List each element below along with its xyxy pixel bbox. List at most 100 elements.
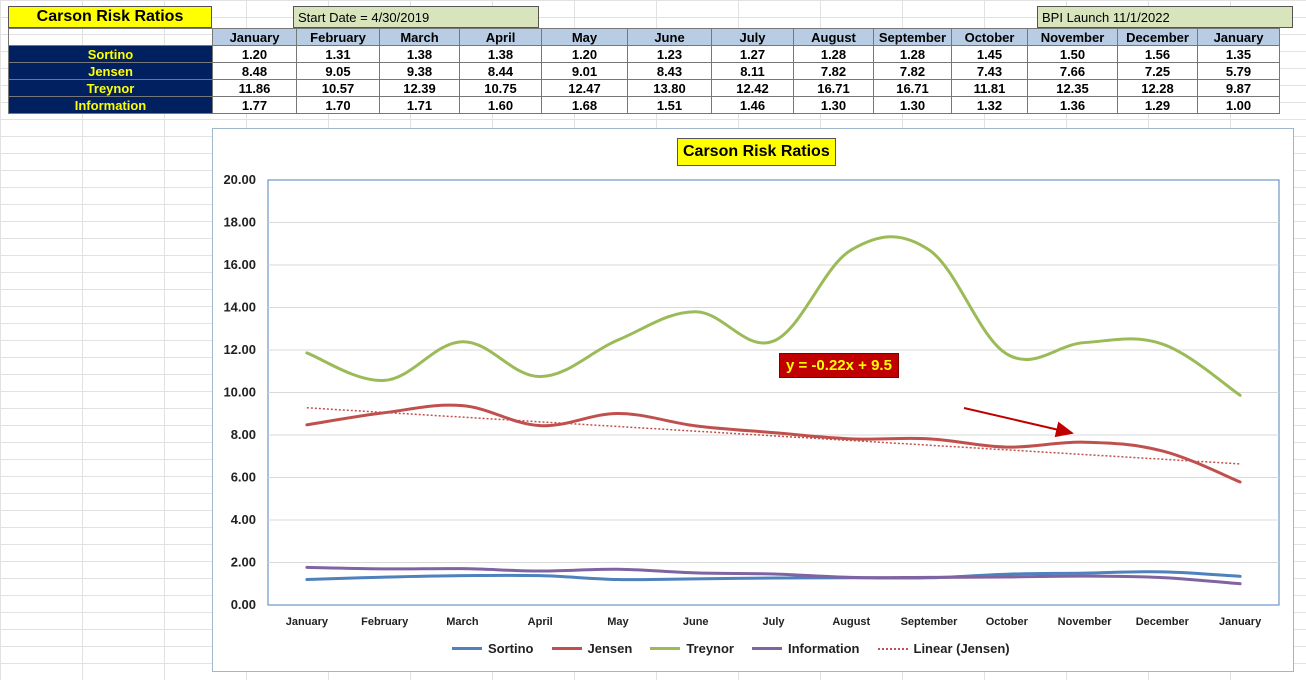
- value-cell[interactable]: 12.39: [379, 79, 460, 97]
- x-tick-label: May: [607, 616, 629, 628]
- value-cell[interactable]: 1.35: [1197, 45, 1280, 63]
- month-header[interactable]: December: [1117, 28, 1198, 46]
- value-cell[interactable]: 10.57: [296, 79, 380, 97]
- month-header[interactable]: February: [296, 28, 380, 46]
- table-row: Jensen 8.48 9.05 9.38 8.44 9.01 8.43 8.11 7.82 7.…: [8, 62, 1280, 80]
- sheet-title[interactable]: Carson Risk Ratios: [8, 6, 212, 28]
- y-tick-label: 0.00: [231, 597, 256, 612]
- series-line-information: [305, 565, 1242, 586]
- value-cell[interactable]: 11.86: [212, 79, 297, 97]
- series-line-jensen: [305, 403, 1242, 484]
- x-tick-label: August: [832, 616, 870, 628]
- value-cell[interactable]: 12.42: [711, 79, 794, 97]
- annotation-arrow: [963, 407, 1074, 438]
- legend-swatch: [877, 647, 908, 650]
- y-tick-label: 20.00: [223, 172, 256, 187]
- ratios-table: January February March April May June July Augu…: [8, 28, 1280, 114]
- value-cell[interactable]: 12.35: [1027, 79, 1118, 97]
- month-header[interactable]: April: [459, 28, 542, 46]
- value-cell[interactable]: 8.11: [711, 62, 794, 80]
- x-tick-label: February: [361, 616, 409, 628]
- legend-label: Sortino: [488, 641, 534, 656]
- legend-swatch: [650, 647, 681, 650]
- month-header[interactable]: October: [951, 28, 1028, 46]
- value-cell[interactable]: 1.30: [793, 96, 874, 114]
- series-line-treynor: [305, 235, 1242, 397]
- value-cell[interactable]: 16.71: [873, 79, 952, 97]
- value-cell[interactable]: 1.60: [459, 96, 542, 114]
- trendline-equation: y = -0.22x + 9.5: [779, 353, 899, 378]
- y-tick-label: 10.00: [223, 385, 256, 400]
- value-cell[interactable]: 1.51: [627, 96, 712, 114]
- legend-swatch: [452, 647, 482, 650]
- legend-item[interactable]: Treynor: [650, 641, 734, 656]
- value-cell[interactable]: 9.05: [296, 62, 380, 80]
- month-header[interactable]: March: [379, 28, 460, 46]
- x-tick-label: January: [286, 616, 329, 628]
- value-cell[interactable]: 1.70: [296, 96, 380, 114]
- legend-label: Linear (Jensen): [913, 641, 1010, 656]
- legend-item[interactable]: Information: [752, 641, 860, 656]
- value-cell[interactable]: 1.68: [541, 96, 628, 114]
- value-cell[interactable]: 1.20: [541, 45, 628, 63]
- y-tick-label: 12.00: [223, 342, 256, 357]
- value-cell[interactable]: 7.25: [1117, 62, 1198, 80]
- legend-label: Information: [788, 641, 860, 656]
- legend-item[interactable]: Sortino: [452, 641, 534, 656]
- table-row: Treynor 11.86 10.57 12.39 10.75 12.47 13.80 12.…: [8, 79, 1280, 97]
- value-cell[interactable]: 1.36: [1027, 96, 1118, 114]
- x-tick-label: July: [762, 616, 785, 628]
- value-cell[interactable]: 1.23: [627, 45, 712, 63]
- row-label[interactable]: Sortino: [8, 45, 213, 63]
- legend-item[interactable]: Linear (Jensen): [877, 641, 1010, 656]
- x-tick-label: June: [683, 616, 709, 628]
- month-header[interactable]: January: [212, 28, 297, 46]
- value-cell[interactable]: 1.77: [212, 96, 297, 114]
- y-tick-label: 4.00: [231, 512, 256, 527]
- value-cell[interactable]: 1.30: [873, 96, 952, 114]
- chart-legend: Sortino Jensen Treynor Information Linear (J…: [452, 641, 1010, 656]
- x-tick-label: September: [901, 616, 959, 628]
- value-cell[interactable]: 1.28: [873, 45, 952, 63]
- y-tick-label: 2.00: [231, 555, 256, 570]
- x-tick-label: April: [528, 616, 553, 628]
- row-label[interactable]: Treynor: [8, 79, 213, 97]
- value-cell[interactable]: 1.71: [379, 96, 460, 114]
- value-cell[interactable]: 1.38: [379, 45, 460, 63]
- table-row: Information 1.77 1.70 1.71 1.60 1.68 1.51 1.46 1…: [8, 96, 1280, 114]
- value-cell[interactable]: 9.38: [379, 62, 460, 80]
- x-tick-label: March: [446, 616, 479, 628]
- legend-item[interactable]: Jensen: [551, 641, 633, 656]
- chart-title: Carson Risk Ratios: [677, 138, 836, 166]
- y-tick-label: 14.00: [223, 300, 256, 315]
- value-cell[interactable]: 1.50: [1027, 45, 1118, 63]
- y-tick-label: 16.00: [223, 257, 256, 272]
- value-cell[interactable]: 7.82: [793, 62, 874, 80]
- y-tick-label: 18.00: [223, 215, 256, 230]
- value-cell[interactable]: 16.71: [793, 79, 874, 97]
- x-tick-label: October: [986, 616, 1029, 628]
- x-tick-label: January: [1219, 616, 1262, 628]
- month-header[interactable]: July: [711, 28, 794, 46]
- value-cell[interactable]: 1.46: [711, 96, 794, 114]
- legend-swatch: [551, 647, 582, 650]
- value-cell[interactable]: 13.80: [627, 79, 712, 97]
- series-line-sortino: [305, 570, 1242, 582]
- y-tick-label: 8.00: [231, 427, 256, 442]
- legend-swatch: [752, 647, 782, 650]
- value-cell[interactable]: 1.31: [296, 45, 380, 63]
- month-header[interactable]: June: [627, 28, 712, 46]
- value-cell[interactable]: 1.00: [1197, 96, 1280, 114]
- start-date-cell[interactable]: Start Date = 4/30/2019: [293, 6, 539, 28]
- y-tick-label: 6.00: [231, 470, 256, 485]
- x-tick-label: December: [1136, 616, 1190, 628]
- value-cell[interactable]: 7.82: [873, 62, 952, 80]
- row-label[interactable]: Information: [8, 96, 213, 114]
- value-cell[interactable]: 1.29: [1117, 96, 1198, 114]
- legend-label: Jensen: [587, 641, 633, 656]
- value-cell[interactable]: 1.38: [459, 45, 542, 63]
- value-cell[interactable]: 8.44: [459, 62, 542, 80]
- bpi-launch-cell[interactable]: BPI Launch 11/1/2022: [1037, 6, 1293, 28]
- x-tick-label: November: [1058, 616, 1113, 628]
